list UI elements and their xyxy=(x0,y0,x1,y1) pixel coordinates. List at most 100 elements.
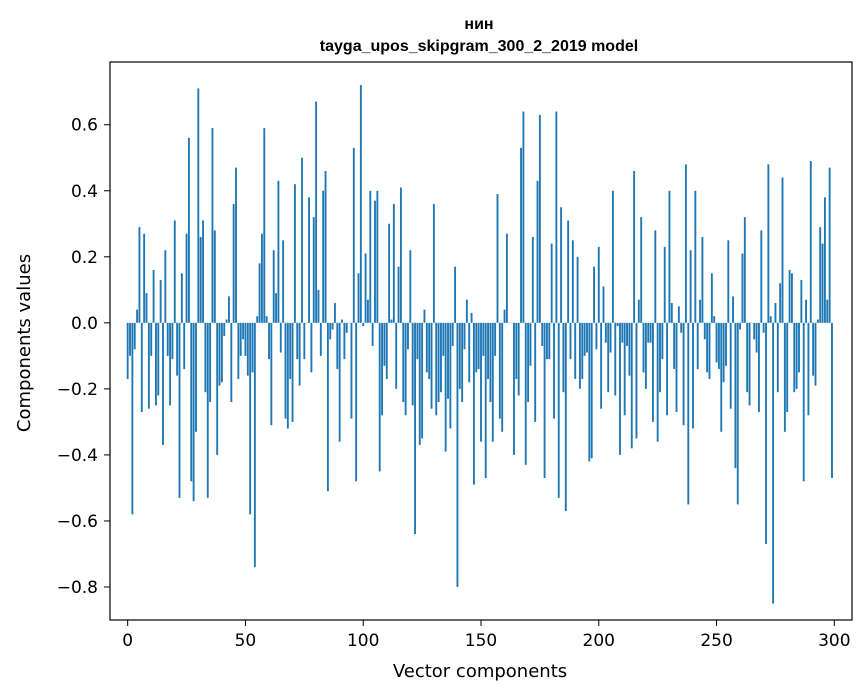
bar-183 xyxy=(557,322,560,498)
bar-198 xyxy=(593,266,595,323)
bar-177 xyxy=(543,322,546,479)
bar-159 xyxy=(501,322,504,432)
bar-149 xyxy=(477,322,480,370)
bar-244 xyxy=(701,236,704,323)
bar-31 xyxy=(199,236,202,323)
bar-46 xyxy=(235,167,237,323)
bar-199 xyxy=(595,322,598,350)
bar-230 xyxy=(668,190,671,323)
bar-167 xyxy=(520,147,522,323)
bar-64 xyxy=(277,180,280,323)
bar-87 xyxy=(331,322,334,330)
bar-299 xyxy=(831,322,833,479)
bar-129 xyxy=(430,322,433,409)
bar-226 xyxy=(659,322,661,393)
bar-253 xyxy=(722,322,725,383)
bar-124 xyxy=(418,322,421,446)
bar-136 xyxy=(447,322,449,399)
bar-117 xyxy=(402,322,405,403)
x-tick-label: 200 xyxy=(583,631,615,651)
bar-51 xyxy=(246,322,249,376)
bar-109 xyxy=(383,322,386,366)
bar-107 xyxy=(378,322,381,472)
bar-231 xyxy=(670,303,673,323)
bar-151 xyxy=(482,322,485,356)
bar-188 xyxy=(569,322,572,360)
x-axis-label: Vector components xyxy=(393,661,567,682)
bar-277 xyxy=(779,283,782,323)
bar-158 xyxy=(498,322,501,419)
bar-75 xyxy=(303,322,306,360)
bar-60 xyxy=(268,322,270,360)
bar-260 xyxy=(739,322,742,330)
bar-120 xyxy=(409,250,412,323)
bar-250 xyxy=(715,322,718,363)
bar-289 xyxy=(807,322,810,416)
bar-269 xyxy=(760,230,763,323)
bar-16 xyxy=(164,250,167,323)
bar-184 xyxy=(560,207,563,323)
bar-115 xyxy=(397,266,400,323)
bar-27 xyxy=(190,322,193,482)
bar-225 xyxy=(656,322,659,442)
x-tick-label: 100 xyxy=(347,631,379,651)
bar-262 xyxy=(743,217,746,323)
bar-20 xyxy=(173,220,176,323)
bar-208 xyxy=(616,322,619,327)
bar-221 xyxy=(647,322,650,343)
bar-22 xyxy=(178,322,181,498)
bar-241 xyxy=(694,190,697,323)
bar-59 xyxy=(265,316,268,323)
bar-69 xyxy=(289,322,292,379)
bar-255 xyxy=(727,240,730,323)
bar-2 xyxy=(131,322,134,515)
bar-41 xyxy=(223,322,226,337)
bar-79 xyxy=(312,217,315,323)
bar-125 xyxy=(421,322,424,439)
y-tick-label: −0.2 xyxy=(57,380,98,400)
bar-239 xyxy=(689,250,692,323)
bar-81 xyxy=(317,289,320,323)
bar-48 xyxy=(239,322,242,356)
bar-4 xyxy=(136,309,139,323)
bar-166 xyxy=(517,322,520,396)
bar-37 xyxy=(213,230,216,323)
bar-101 xyxy=(364,253,367,323)
bar-144 xyxy=(465,299,468,323)
bar-103 xyxy=(369,190,372,323)
bar-110 xyxy=(385,322,388,379)
bar-193 xyxy=(581,322,584,379)
bar-119 xyxy=(407,322,409,350)
bar-220 xyxy=(644,322,647,389)
bar-172 xyxy=(531,236,534,323)
bar-141 xyxy=(458,322,461,389)
bar-123 xyxy=(416,322,419,360)
bar-235 xyxy=(680,322,683,333)
bar-216 xyxy=(635,322,638,439)
bar-174 xyxy=(536,180,539,323)
bar-294 xyxy=(819,227,822,323)
bar-228 xyxy=(663,246,666,323)
bar-77 xyxy=(308,197,310,323)
bar-197 xyxy=(590,322,593,459)
bar-195 xyxy=(586,322,588,353)
bar-173 xyxy=(534,322,537,422)
bar-283 xyxy=(793,322,796,393)
bar-185 xyxy=(562,322,565,393)
bar-270 xyxy=(762,322,765,333)
bar-147 xyxy=(472,322,475,485)
bar-243 xyxy=(699,299,701,323)
bar-127 xyxy=(425,322,428,373)
bar-295 xyxy=(821,243,824,323)
bar-106 xyxy=(376,190,379,323)
bar-286 xyxy=(800,279,803,323)
bar-232 xyxy=(673,322,676,370)
bar-3 xyxy=(133,322,136,350)
bar-47 xyxy=(237,322,240,379)
bar-71 xyxy=(293,184,296,323)
bar-229 xyxy=(666,322,669,416)
bar-279 xyxy=(783,322,786,432)
bar-12 xyxy=(154,322,157,406)
bar-111 xyxy=(388,223,391,323)
